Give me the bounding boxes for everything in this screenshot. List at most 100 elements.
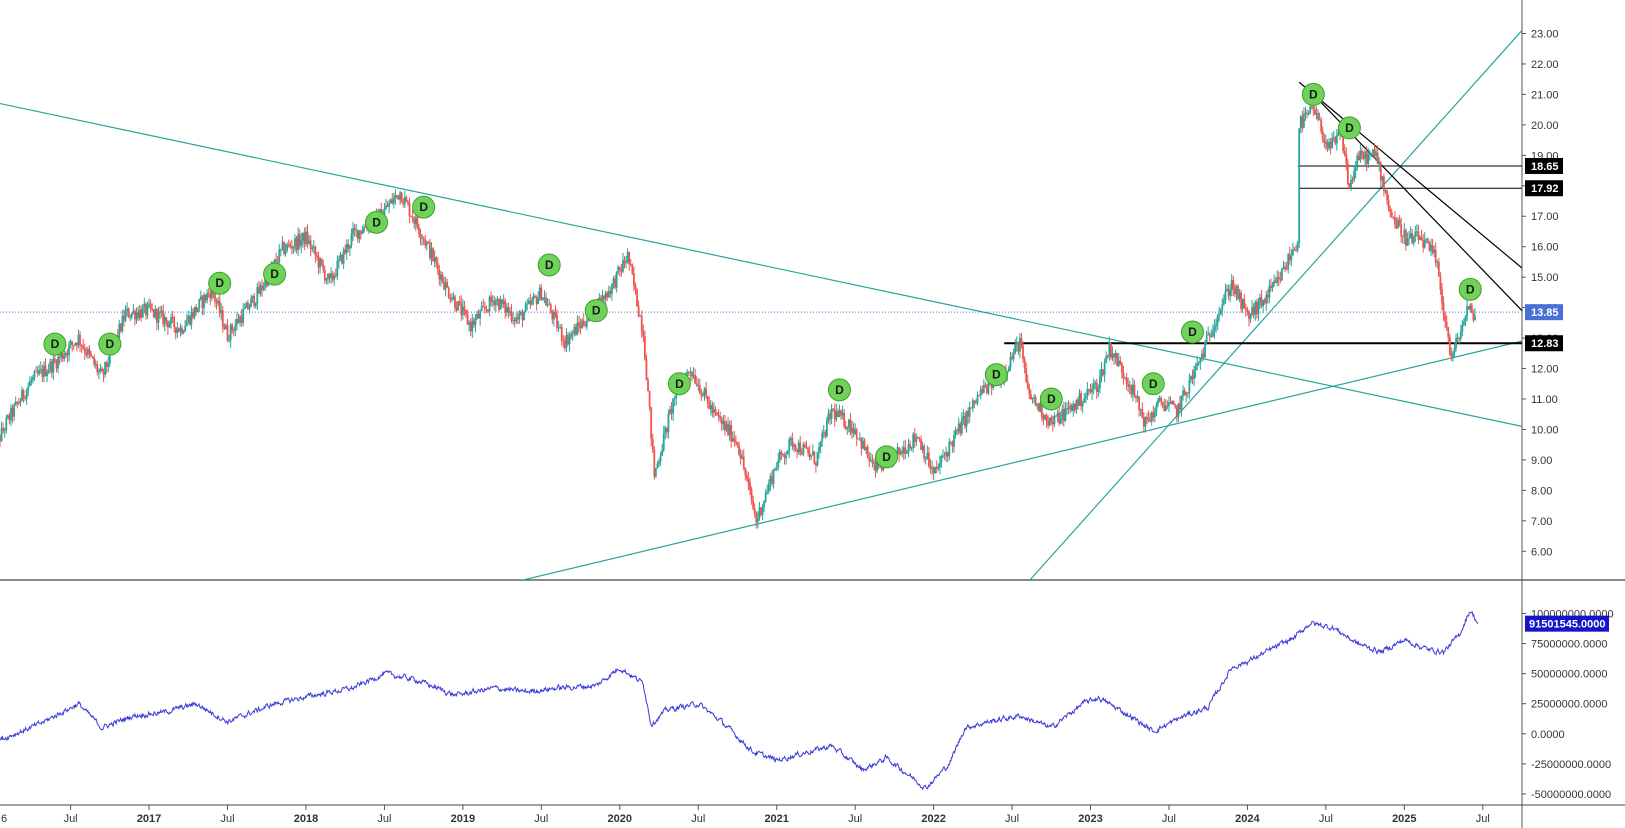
candle-body[interactable]	[358, 230, 361, 239]
candle-body[interactable]	[1222, 299, 1225, 305]
candle-body[interactable]	[1028, 387, 1031, 395]
candle-body[interactable]	[778, 451, 781, 460]
candle-body[interactable]	[554, 311, 557, 315]
candle-body[interactable]	[72, 344, 75, 346]
candle-body[interactable]	[1095, 382, 1098, 392]
candle-body[interactable]	[1365, 151, 1368, 164]
candle-body[interactable]	[352, 228, 354, 235]
candle-body[interactable]	[545, 297, 547, 306]
candle-body[interactable]	[1152, 412, 1155, 418]
candle-body[interactable]	[836, 411, 839, 417]
candle-body[interactable]	[1292, 249, 1294, 256]
candle-body[interactable]	[658, 461, 660, 464]
candle-body[interactable]	[645, 359, 648, 381]
candle-body[interactable]	[631, 264, 634, 274]
candle-body[interactable]	[477, 313, 480, 319]
candle-body[interactable]	[1428, 242, 1431, 251]
candle-body[interactable]	[731, 438, 734, 442]
candle-body[interactable]	[174, 327, 177, 333]
candle-body[interactable]	[651, 439, 654, 450]
candle-body[interactable]	[1419, 237, 1421, 241]
dividend-marker[interactable]: D	[827, 378, 851, 402]
candle-body[interactable]	[959, 423, 962, 434]
candle-body[interactable]	[1409, 233, 1412, 239]
candle-body[interactable]	[532, 296, 535, 301]
candle-body[interactable]	[303, 232, 306, 245]
candle-body[interactable]	[515, 317, 518, 322]
candle-body[interactable]	[333, 275, 336, 280]
candle-body[interactable]	[1434, 249, 1437, 263]
candle-body[interactable]	[826, 420, 828, 437]
candle-body[interactable]	[170, 316, 172, 325]
candle-body[interactable]	[54, 358, 56, 362]
candle-body[interactable]	[957, 423, 960, 432]
candle-body[interactable]	[1211, 331, 1214, 337]
candle-body[interactable]	[728, 424, 731, 435]
candle-body[interactable]	[325, 279, 328, 281]
candle-body[interactable]	[758, 507, 761, 519]
candle-body[interactable]	[275, 259, 278, 263]
candle-body[interactable]	[389, 199, 392, 204]
candle-body[interactable]	[416, 217, 419, 227]
candle-body[interactable]	[1067, 407, 1070, 410]
candle-body[interactable]	[308, 240, 311, 244]
candle-body[interactable]	[791, 438, 794, 447]
candle-body[interactable]	[1128, 385, 1131, 387]
candle-body[interactable]	[66, 352, 69, 356]
candle-body[interactable]	[821, 432, 824, 442]
candle-body[interactable]	[176, 328, 179, 333]
candle-body[interactable]	[281, 242, 284, 249]
candle-body[interactable]	[1439, 276, 1442, 290]
candle-body[interactable]	[1168, 402, 1170, 407]
candle-body[interactable]	[669, 409, 671, 414]
candle-body[interactable]	[973, 400, 976, 403]
candle-body[interactable]	[458, 301, 461, 303]
candle-body[interactable]	[1274, 280, 1277, 283]
candle-body[interactable]	[1110, 343, 1112, 358]
candle-body[interactable]	[79, 334, 81, 345]
candle-body[interactable]	[248, 307, 251, 310]
candle-body[interactable]	[1058, 412, 1061, 424]
candle-body[interactable]	[913, 433, 916, 442]
candle-body[interactable]	[108, 348, 111, 364]
candle-body[interactable]	[744, 467, 747, 476]
candle-body[interactable]	[582, 320, 585, 326]
candle-body[interactable]	[975, 402, 977, 404]
candle-body[interactable]	[1381, 176, 1384, 181]
candle-body[interactable]	[607, 290, 610, 298]
candle-body[interactable]	[1466, 306, 1468, 317]
candle-body[interactable]	[899, 451, 902, 455]
candle-body[interactable]	[309, 240, 312, 250]
candle-body[interactable]	[559, 327, 562, 328]
dividend-marker[interactable]: D	[1180, 320, 1204, 344]
candle-body[interactable]	[1064, 408, 1067, 421]
candle-body[interactable]	[949, 442, 952, 443]
candle-body[interactable]	[441, 274, 444, 283]
dividend-marker[interactable]: D	[875, 445, 899, 469]
candle-body[interactable]	[942, 455, 944, 457]
candle-body[interactable]	[797, 442, 800, 453]
candle-body[interactable]	[1343, 151, 1346, 155]
candle-body[interactable]	[673, 397, 676, 399]
candle-body[interactable]	[209, 293, 212, 299]
candle-body[interactable]	[775, 467, 778, 470]
candle-body[interactable]	[1248, 311, 1250, 320]
candle-body[interactable]	[824, 432, 827, 437]
dividend-marker[interactable]: D	[584, 299, 608, 323]
candle-body[interactable]	[356, 229, 359, 239]
candle-body[interactable]	[672, 398, 675, 414]
candle-body[interactable]	[1459, 331, 1462, 339]
candle-body[interactable]	[407, 201, 409, 204]
candle-body[interactable]	[148, 303, 150, 305]
candle-body[interactable]	[1328, 142, 1330, 149]
candle-body[interactable]	[1310, 106, 1313, 108]
candle-body[interactable]	[625, 261, 627, 264]
candle-body[interactable]	[857, 438, 860, 440]
candle-body[interactable]	[397, 195, 400, 200]
candle-body[interactable]	[986, 386, 988, 394]
candle-body[interactable]	[1219, 309, 1222, 315]
candle-body[interactable]	[695, 383, 698, 386]
candle-body[interactable]	[80, 344, 83, 347]
trendline[interactable]	[1012, 30, 1522, 600]
candle-body[interactable]	[763, 501, 766, 507]
